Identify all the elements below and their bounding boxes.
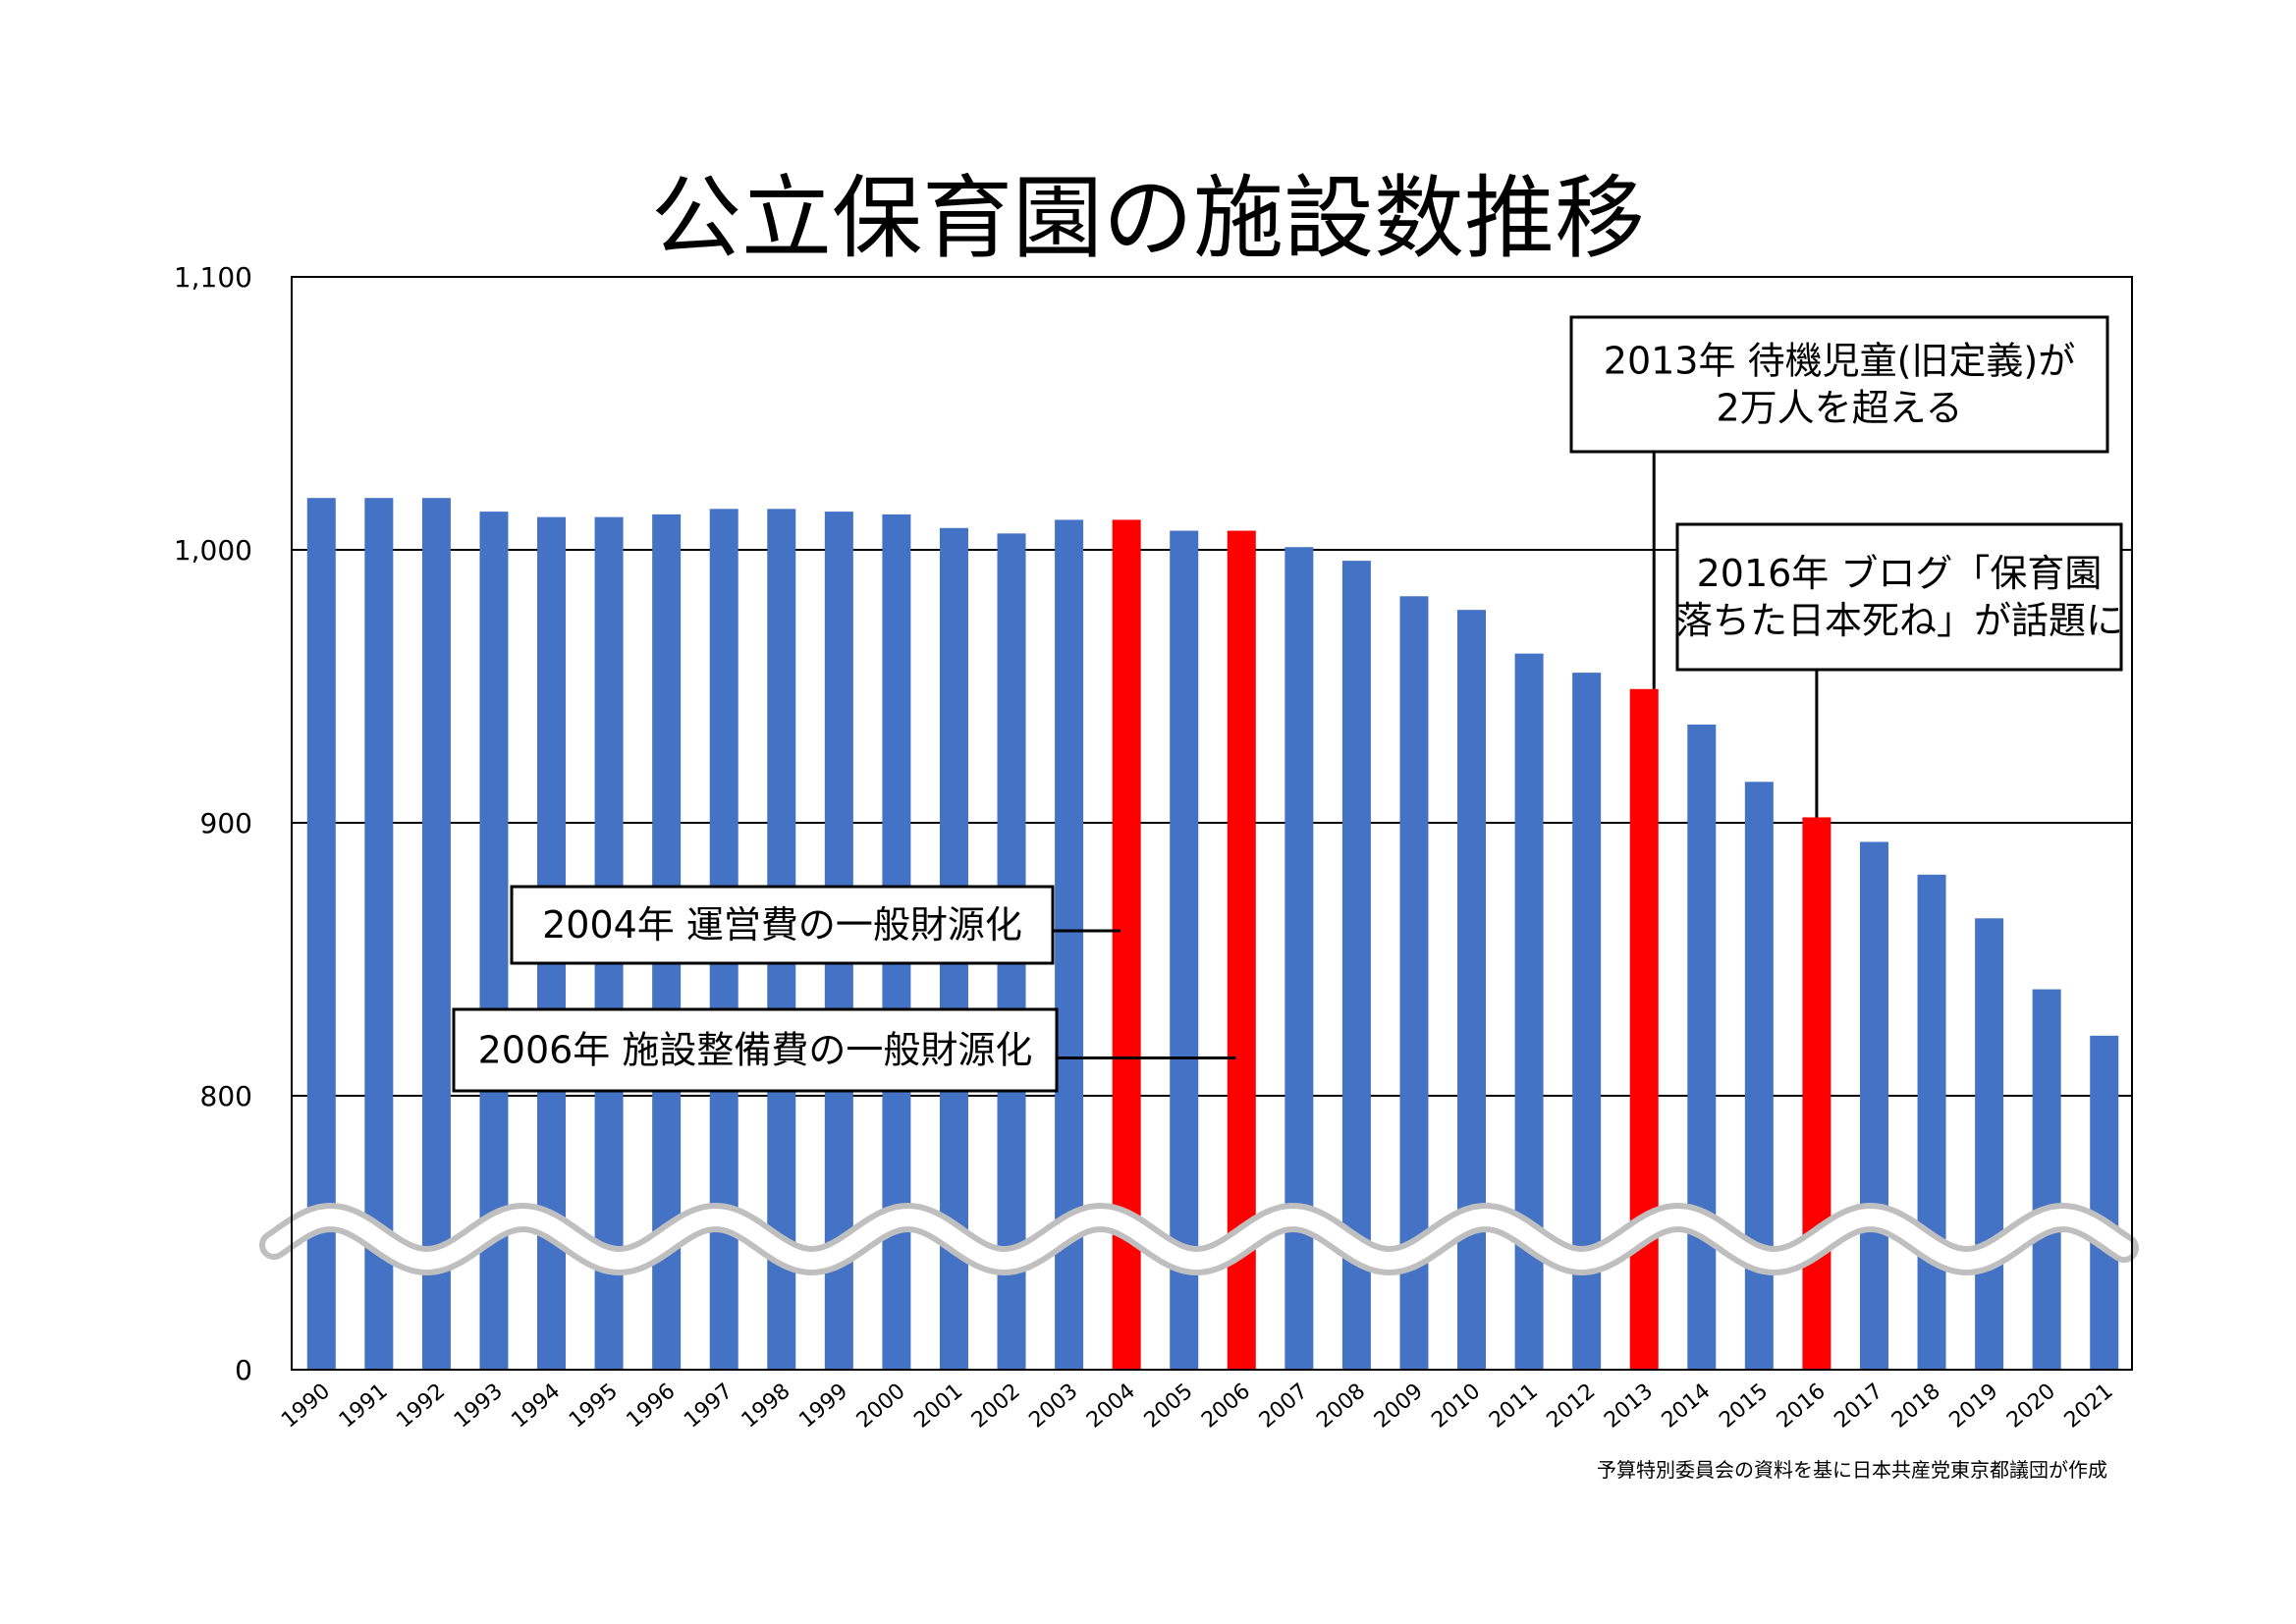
x-tick-label: 2005 [1140,1379,1198,1433]
x-tick-label: 2012 [1543,1379,1601,1433]
x-tick-label: 1997 [680,1379,738,1433]
bar-2010 [1457,610,1487,1370]
callout-box [452,1007,1059,1093]
x-tick-label: 2008 [1312,1379,1370,1433]
x-tick-label: 1998 [738,1379,795,1433]
callout-text: 2004年 運営費の一般財源化 [542,903,1022,947]
callout-box [1675,522,2123,672]
callout-text: 落ちた日本死ね」が話題に [1675,599,2123,642]
x-tick-label: 2002 [967,1379,1025,1433]
x-tick-label: 2017 [1830,1379,1887,1433]
x-tick-label: 2000 [852,1379,910,1433]
callout-text: 2013年 待機児童(旧定義)が [1604,340,2075,383]
y-axis-ticks: 0 800 900 1,000 1,100 [174,261,252,1386]
break-wave-inner [265,1208,2133,1271]
bar-2021 [2090,1035,2119,1370]
bar-1990 [306,498,336,1370]
x-tick-label: 1995 [565,1379,623,1433]
x-tick-label: 2015 [1715,1379,1773,1433]
x-tick-label: 1993 [450,1379,508,1433]
x-tick-label: 2004 [1082,1379,1140,1433]
x-tick-label: 1999 [794,1379,852,1433]
x-axis-ticks: 1990 1991 1992 1993 1994 1995 1996 1997 1998 1999… [277,1379,2117,1433]
callout-2004: 2004年 運営費の一般財源化 [510,885,1121,965]
axis-break-wave [259,1202,2139,1276]
bar-2014 [1687,724,1717,1370]
bar-2013 [1629,688,1659,1370]
bar-2016 [1802,817,1831,1370]
x-tick-label: 1996 [623,1379,681,1433]
x-tick-label: 1994 [507,1379,565,1433]
x-tick-label: 2007 [1255,1379,1313,1433]
x-tick-label: 2016 [1773,1379,1831,1433]
x-tick-label: 2010 [1427,1379,1485,1433]
y-tick-label: 800 [200,1080,252,1112]
y-tick-label: 1,000 [174,534,252,567]
x-tick-label: 2021 [2060,1379,2118,1433]
bar-2007 [1285,547,1314,1370]
source-note: 予算特別委員会の資料を基に日本共産党東京都議団が作成 [1597,1458,2107,1482]
x-tick-label: 2020 [2002,1379,2060,1433]
bar-2005 [1170,530,1199,1370]
callout-text: 2006年 施設整備費の一般財源化 [478,1029,1033,1072]
callout-text: 2016年 ブログ「保育園 [1697,552,2103,595]
bar-1992 [421,498,451,1370]
callout-2006: 2006年 施設整備費の一般財源化 [452,1007,1236,1093]
x-tick-label: 2014 [1658,1379,1716,1433]
x-tick-label: 2006 [1197,1379,1255,1433]
chart-title: 公立保育園の施設数推移 [650,166,1645,271]
x-tick-label: 1992 [392,1379,450,1433]
y-tick-label: 900 [200,807,252,839]
bar-2015 [1744,782,1774,1370]
bar-2019 [1975,918,2004,1370]
x-tick-label: 2013 [1600,1379,1658,1433]
y-tick-label: 1,100 [174,261,252,294]
x-tick-label: 2001 [909,1379,967,1433]
x-tick-label: 1990 [277,1379,335,1433]
x-tick-label: 2018 [1887,1379,1945,1433]
bar-2017 [1859,841,1888,1370]
x-tick-label: 2019 [1944,1379,2002,1433]
plot-frame [291,276,2133,1371]
bar-2011 [1514,653,1544,1370]
callout-box [1569,315,2109,454]
x-tick-label: 1991 [335,1379,393,1433]
bar-2020 [2032,989,2061,1370]
callout-box [510,885,1055,965]
callout-text: 2万人を超える [1716,387,1962,430]
bar-2018 [1917,874,1946,1370]
x-tick-label: 2003 [1024,1379,1082,1433]
x-tick-label: 2009 [1370,1379,1428,1433]
x-tick-label: 2011 [1485,1379,1543,1433]
y-tick-label: 0 [235,1354,252,1386]
